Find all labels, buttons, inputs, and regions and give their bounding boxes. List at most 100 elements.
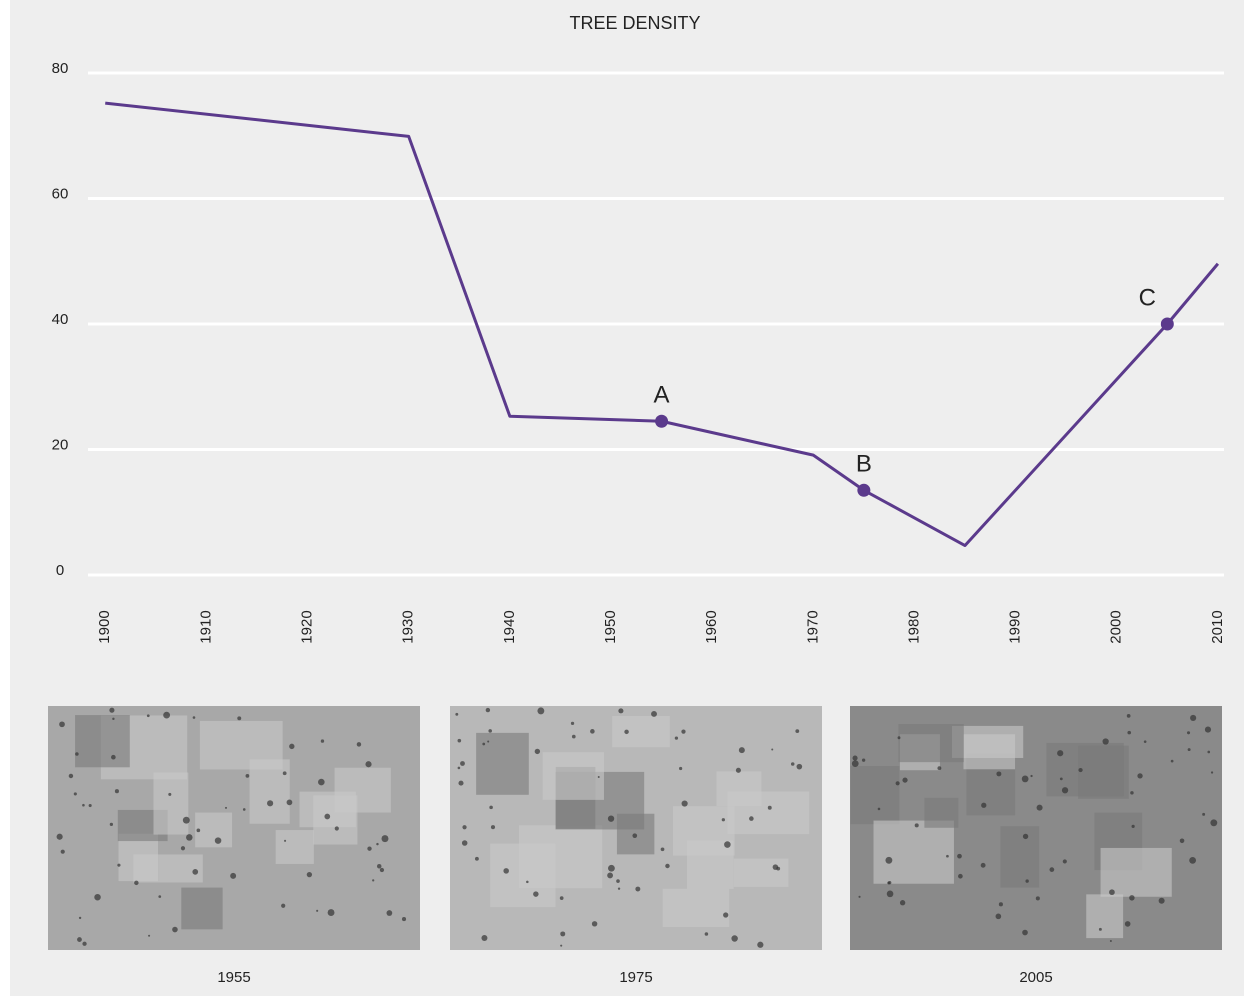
photo-dot: [60, 849, 65, 854]
photo-dot: [365, 761, 372, 768]
photo-dot: [1190, 714, 1197, 722]
photo-dot: [1202, 812, 1206, 816]
annotation-point: [857, 483, 871, 497]
photo: [850, 706, 1222, 950]
annotation-label: A: [654, 382, 670, 409]
photo-dot: [1109, 889, 1115, 896]
photo-dot: [1022, 833, 1029, 840]
photo-dot: [861, 758, 866, 762]
photo-patch: [118, 833, 159, 882]
photo-dot: [607, 815, 615, 822]
photo-dot: [59, 721, 65, 728]
photo-dot: [485, 707, 491, 713]
photo-dot: [607, 872, 614, 879]
x-tick-label: 1900: [96, 610, 113, 643]
photo-dot: [899, 900, 906, 906]
photo-dot: [237, 716, 242, 721]
photo-patch: [490, 843, 556, 908]
photo-dot: [111, 754, 116, 760]
y-tick-label: 20: [52, 436, 69, 453]
photo-dot: [526, 880, 529, 884]
photo-dot: [316, 909, 319, 912]
photo-dot: [242, 808, 246, 811]
y-tick-label: 60: [52, 185, 69, 202]
photo-dot: [858, 895, 861, 898]
photo-patch: [299, 791, 356, 828]
photo-dot: [401, 917, 407, 922]
photo-dot: [327, 909, 335, 916]
y-tick-label: 0: [56, 562, 64, 579]
photo-dot: [533, 891, 539, 897]
photo-patch: [733, 858, 789, 887]
photo-dot: [946, 854, 949, 858]
photo-patch: [181, 887, 223, 930]
annotation-point: [655, 414, 669, 428]
photo-dot: [487, 740, 490, 743]
photo-dot: [735, 767, 741, 773]
photo-dot: [75, 752, 79, 756]
photo-dot: [772, 864, 779, 870]
photo-dot: [458, 780, 464, 786]
photo-dot: [460, 761, 465, 766]
photo-dot: [1204, 726, 1212, 733]
photo-dot: [1036, 804, 1043, 811]
x-tick-label: 1990: [1007, 610, 1024, 643]
photo-dot: [56, 833, 63, 840]
photo-dot: [1130, 791, 1134, 795]
photo-dot: [651, 710, 657, 717]
photo-patch: [275, 830, 314, 864]
photo-caption: 2005: [1019, 969, 1052, 986]
photo-dot: [681, 800, 688, 807]
photo-dot: [82, 941, 87, 946]
photo-dot: [367, 846, 372, 851]
x-tick-label: 1980: [905, 610, 922, 643]
photo-dot: [320, 739, 325, 743]
photo-dot: [877, 807, 881, 811]
photo-dot: [481, 934, 488, 941]
photo-patch: [662, 888, 730, 928]
x-tick-label: 1940: [501, 610, 518, 643]
photo-dot: [887, 880, 892, 885]
photo-dot: [724, 841, 731, 848]
photo-dot: [82, 803, 85, 807]
photo-dot: [78, 916, 82, 920]
annotation-label: C: [1139, 284, 1156, 311]
photo-patch: [1000, 826, 1040, 888]
photo-dot: [109, 822, 114, 827]
photo-dot: [1059, 777, 1063, 781]
photo-dot: [1102, 738, 1109, 745]
photo-dot: [749, 816, 754, 821]
photo-dot: [757, 941, 764, 948]
photo-dot: [1025, 879, 1029, 883]
photo-dot: [1126, 713, 1131, 718]
photo-dot: [852, 755, 858, 761]
photo-dot: [334, 826, 339, 831]
photo-dot: [608, 864, 615, 872]
photo-dot: [767, 805, 772, 810]
photo-dot: [995, 913, 1002, 920]
photo-dot: [376, 842, 379, 846]
photo-dot: [534, 748, 541, 755]
photo-patch: [672, 806, 735, 856]
y-tick-label: 80: [52, 60, 69, 77]
photo-patch: [1086, 894, 1124, 939]
photo-dot: [109, 707, 115, 713]
chart-title: TREE DENSITY: [569, 13, 700, 33]
photo-dot: [704, 932, 709, 936]
photo-dot: [1127, 730, 1132, 735]
photo-dot: [560, 944, 563, 947]
photo-dot: [590, 729, 595, 734]
annotation-point: [1160, 317, 1174, 331]
photo-dot: [895, 781, 900, 786]
photo-dot: [771, 748, 774, 751]
photo-dot: [457, 766, 461, 770]
x-tick-label: 2010: [1209, 610, 1226, 643]
photo-dot: [996, 771, 1002, 777]
photo-dot: [356, 742, 362, 747]
photo-dot: [616, 879, 620, 883]
photo-dot: [146, 714, 150, 718]
photo-patch: [1046, 742, 1124, 797]
photo-dot: [679, 766, 683, 771]
photo-dot: [158, 895, 162, 898]
photo-dot: [914, 823, 919, 828]
